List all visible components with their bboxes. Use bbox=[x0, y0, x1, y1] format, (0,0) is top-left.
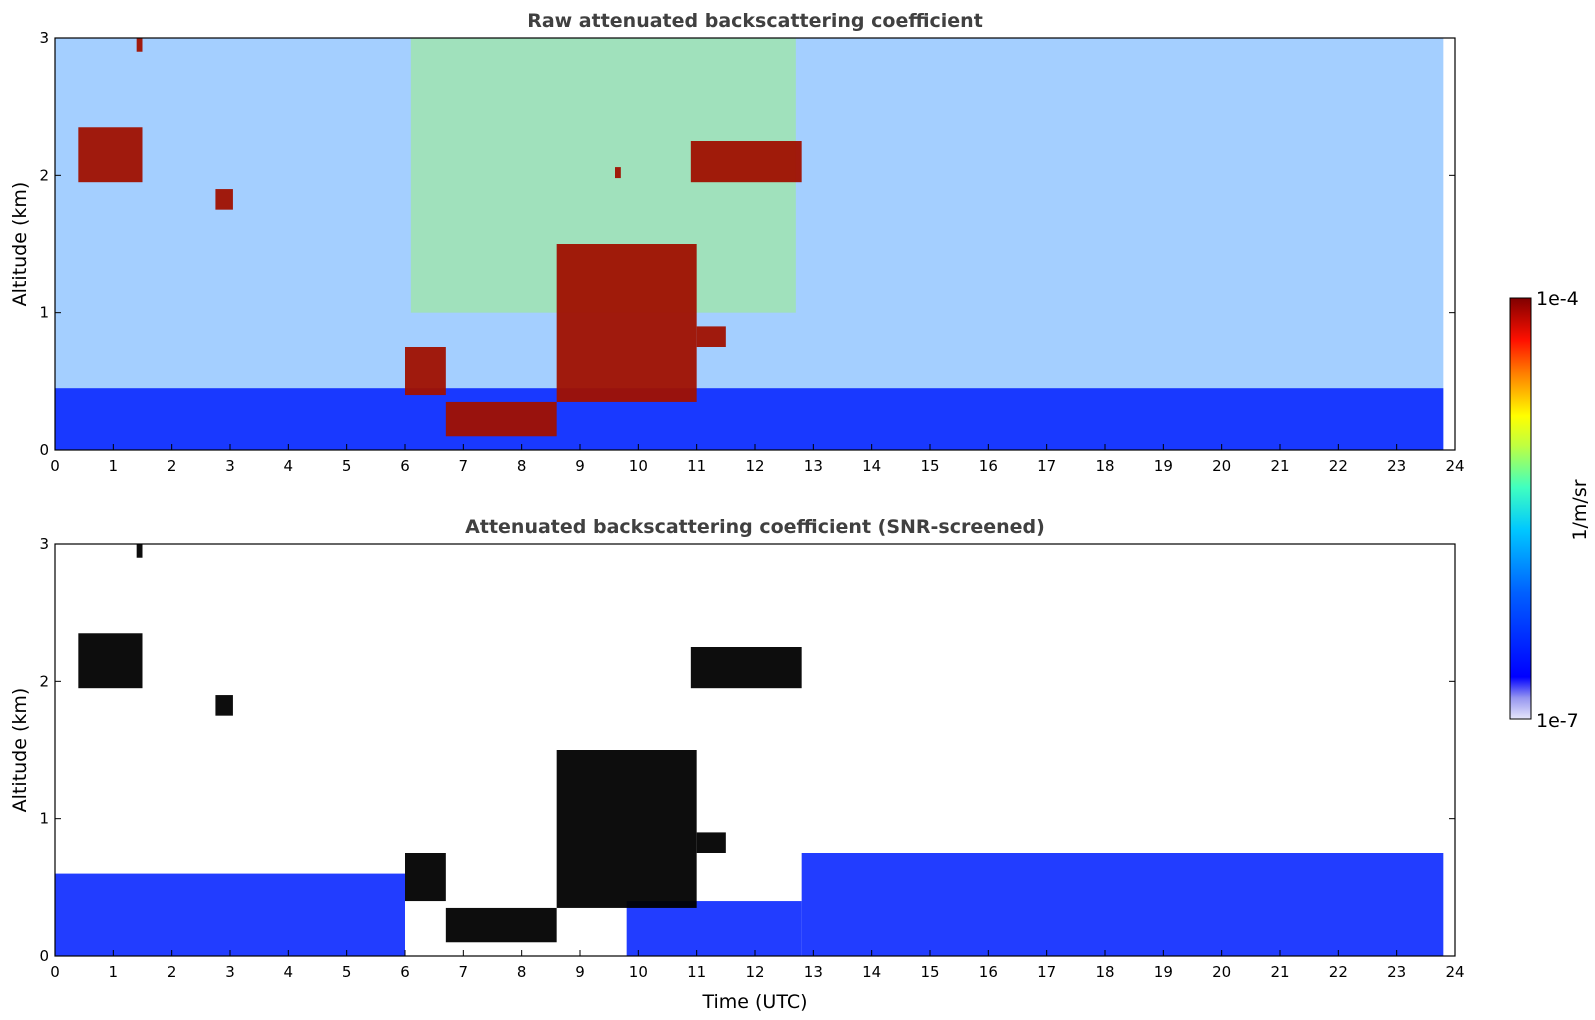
boundary-layer-aerosol-mark bbox=[626, 901, 802, 956]
x-tick-label: 1 bbox=[109, 457, 119, 475]
x-tick-label: 8 bbox=[517, 457, 527, 475]
x-tick-label: 4 bbox=[284, 963, 294, 981]
x-tick-label: 24 bbox=[1445, 457, 1464, 475]
cloud-mark bbox=[445, 401, 557, 437]
x-tick-label: 2 bbox=[167, 457, 177, 475]
cloud-mark bbox=[136, 544, 143, 558]
x-tick-label: 12 bbox=[745, 963, 764, 981]
x-tick-label: 12 bbox=[745, 457, 764, 475]
panel-raw: Raw attenuated backscattering coefficien… bbox=[9, 10, 1465, 475]
x-tick-label: 3 bbox=[225, 457, 235, 475]
x-tick-label: 23 bbox=[1387, 457, 1406, 475]
y-tick-label: 1 bbox=[39, 304, 49, 322]
x-tick-label: 14 bbox=[862, 457, 881, 475]
cloud-mark bbox=[405, 853, 446, 902]
x-tick-label: 6 bbox=[400, 457, 410, 475]
x-tick-label: 20 bbox=[1212, 963, 1231, 981]
y-tick-label: 1 bbox=[39, 810, 49, 828]
x-axis-label: Time (UTC) bbox=[701, 991, 807, 1013]
x-tick-label: 9 bbox=[575, 457, 585, 475]
cloud-mark bbox=[690, 647, 802, 689]
x-tick-label: 17 bbox=[1037, 963, 1056, 981]
y-axis-label: Altitude (km) bbox=[9, 688, 31, 813]
x-tick-label: 21 bbox=[1270, 963, 1289, 981]
cloud-mark bbox=[405, 347, 446, 396]
cloud-mark bbox=[215, 189, 233, 210]
x-tick-label: 16 bbox=[979, 963, 998, 981]
x-tick-label: 15 bbox=[920, 457, 939, 475]
x-tick-label: 22 bbox=[1329, 457, 1348, 475]
cloud-mark bbox=[696, 832, 726, 853]
panel-screened: Attenuated backscattering coefficient (S… bbox=[9, 516, 1465, 1013]
x-tick-label: 5 bbox=[342, 963, 352, 981]
y-tick-label: 2 bbox=[39, 166, 49, 184]
x-tick-label: 24 bbox=[1445, 963, 1464, 981]
x-tick-label: 4 bbox=[284, 457, 294, 475]
y-tick-label: 0 bbox=[39, 441, 49, 459]
x-tick-label: 9 bbox=[575, 963, 585, 981]
x-tick-label: 7 bbox=[459, 963, 469, 981]
y-tick-label: 2 bbox=[39, 672, 49, 690]
x-tick-label: 19 bbox=[1154, 963, 1173, 981]
cloud-mark bbox=[556, 750, 697, 908]
x-tick-label: 1 bbox=[109, 963, 119, 981]
x-axis: 0 1 2 3 4 5 6 7 8 9 10 11 12 13 14 15 16 17 18 19 20 21 22 23 24 bbox=[50, 950, 1465, 981]
y-tick-label: 3 bbox=[39, 29, 49, 47]
x-tick-label: 16 bbox=[979, 457, 998, 475]
cloud-mark bbox=[615, 167, 621, 179]
cloud-mark bbox=[78, 127, 143, 183]
x-tick-label: 6 bbox=[400, 963, 410, 981]
x-tick-label: 20 bbox=[1212, 457, 1231, 475]
x-tick-label: 18 bbox=[1095, 457, 1114, 475]
heatmap-layer bbox=[55, 38, 1444, 450]
y-axis: 0 1 2 3 bbox=[39, 535, 1455, 965]
x-tick-label: 19 bbox=[1154, 457, 1173, 475]
x-tick-label: 2 bbox=[167, 963, 177, 981]
x-tick-label: 14 bbox=[862, 963, 881, 981]
x-tick-label: 5 bbox=[342, 457, 352, 475]
x-tick-label: 11 bbox=[687, 457, 706, 475]
boundary-layer-aerosol-mark bbox=[801, 853, 1444, 956]
x-tick-label: 0 bbox=[50, 457, 60, 475]
cloud-mark bbox=[556, 244, 697, 402]
cloud-mark bbox=[78, 633, 143, 689]
y-axis: 0 1 2 3 bbox=[39, 29, 1455, 459]
chart-title: Attenuated backscattering coefficient (S… bbox=[465, 516, 1045, 538]
x-tick-label: 17 bbox=[1037, 457, 1056, 475]
x-tick-label: 22 bbox=[1329, 963, 1348, 981]
x-tick-label: 7 bbox=[459, 457, 469, 475]
cloud-mark bbox=[696, 326, 726, 347]
x-tick-label: 10 bbox=[629, 457, 648, 475]
y-tick-label: 0 bbox=[39, 947, 49, 965]
x-tick-label: 10 bbox=[629, 963, 648, 981]
boundary-layer-aerosol-mark bbox=[55, 873, 405, 956]
x-tick-label: 11 bbox=[687, 963, 706, 981]
x-axis: 0 1 2 3 4 5 6 7 8 9 10 11 12 13 14 15 16 17 18 19 20 21 22 23 24 bbox=[50, 444, 1465, 475]
colorbar-max-label: 1e-4 bbox=[1536, 288, 1579, 310]
x-tick-label: 8 bbox=[517, 963, 527, 981]
y-tick-label: 3 bbox=[39, 535, 49, 553]
boundary-layer-aerosol-mark bbox=[55, 388, 1444, 450]
colorbar-gradient bbox=[1509, 297, 1532, 720]
chart-title: Raw attenuated backscattering coefficien… bbox=[527, 10, 983, 32]
colorbar-min-label: 1e-7 bbox=[1536, 710, 1579, 732]
heatmap-layer bbox=[55, 544, 1444, 956]
cloud-mark bbox=[445, 907, 557, 943]
x-tick-label: 3 bbox=[225, 963, 235, 981]
x-tick-label: 15 bbox=[920, 963, 939, 981]
colorbar: 1e-4 1e-7 1/m/sr bbox=[1509, 288, 1591, 732]
x-tick-label: 18 bbox=[1095, 963, 1114, 981]
x-tick-label: 23 bbox=[1387, 963, 1406, 981]
x-tick-label: 21 bbox=[1270, 457, 1289, 475]
cloud-mark bbox=[690, 141, 802, 183]
x-tick-label: 0 bbox=[50, 963, 60, 981]
x-tick-label: 13 bbox=[804, 963, 823, 981]
y-axis-label: Altitude (km) bbox=[9, 182, 31, 307]
cloud-mark bbox=[136, 38, 143, 52]
colorbar-label: 1/m/sr bbox=[1569, 479, 1591, 540]
cloud-mark bbox=[215, 695, 233, 716]
x-tick-label: 13 bbox=[804, 457, 823, 475]
